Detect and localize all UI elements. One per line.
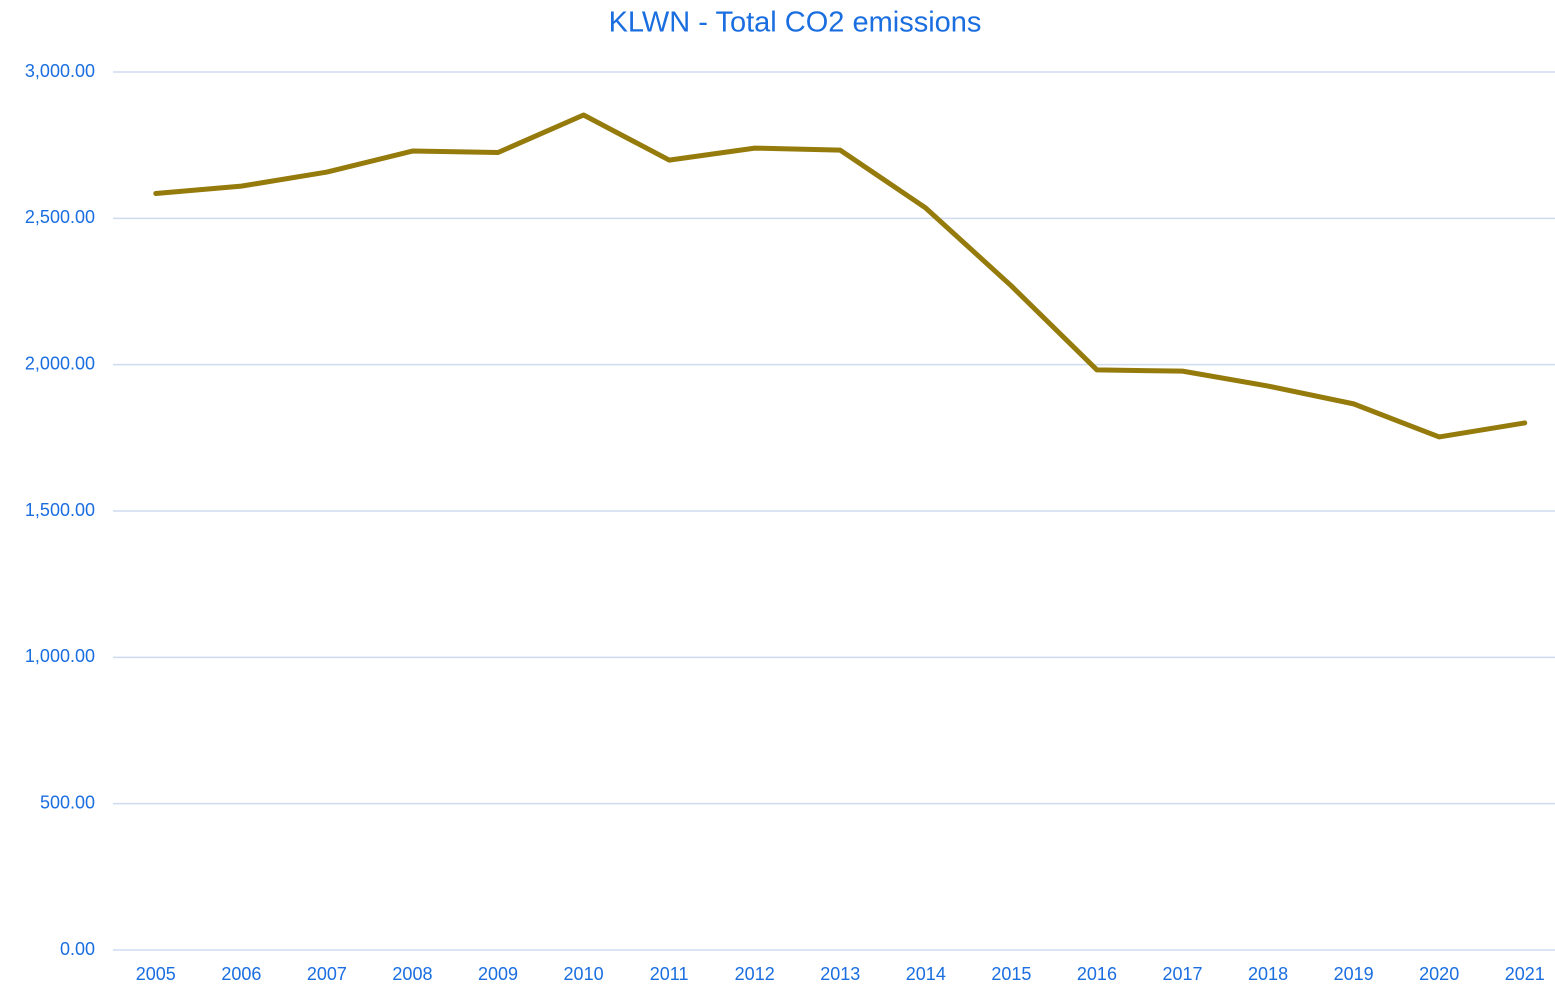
x-tick-label: 2017	[1162, 964, 1202, 984]
x-tick-label: 2005	[136, 964, 176, 984]
y-tick-label: 2,000.00	[25, 353, 95, 373]
y-tick-label: 0.00	[60, 939, 95, 959]
y-tick-label: 2,500.00	[25, 207, 95, 227]
x-tick-label: 2013	[820, 964, 860, 984]
x-tick-label: 2010	[564, 964, 604, 984]
data-line	[153, 112, 1528, 440]
x-tick-label: 2012	[735, 964, 775, 984]
x-tick-label: 2006	[221, 964, 261, 984]
x-tick-label: 2014	[906, 964, 946, 984]
x-tick-label: 2018	[1248, 964, 1288, 984]
x-tick-label: 2015	[991, 964, 1031, 984]
chart-title: KLWN - Total CO2 emissions	[609, 7, 982, 39]
y-tick-label: 1,000.00	[25, 646, 95, 666]
x-tick-label: 2016	[1077, 964, 1117, 984]
x-tick-label: 2009	[478, 964, 518, 984]
x-tick-label: 2007	[307, 964, 347, 984]
x-tick-label: 2020	[1419, 964, 1459, 984]
x-tick-label: 2019	[1334, 964, 1374, 984]
x-tick-label: 2021	[1505, 964, 1545, 984]
x-tick-label: 2008	[392, 964, 432, 984]
y-tick-label: 1,500.00	[25, 500, 95, 520]
y-tick-label: 500.00	[40, 792, 95, 812]
x-tick-label: 2011	[650, 964, 689, 984]
y-tick-label: 3,000.00	[25, 61, 95, 81]
